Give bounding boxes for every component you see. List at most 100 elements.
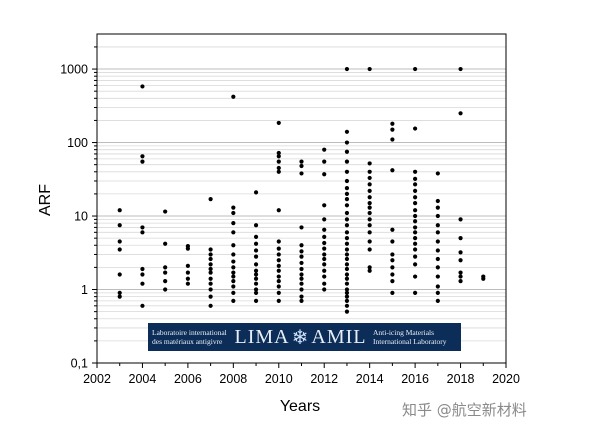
y-tick-label: 1000: [60, 63, 88, 77]
data-point: [231, 284, 236, 289]
data-point: [413, 247, 418, 252]
data-point: [390, 252, 395, 257]
data-point: [208, 287, 213, 292]
data-point: [253, 298, 259, 303]
logo-right-text: Anti-icing Materials International Labor…: [373, 328, 457, 346]
data-point: [413, 200, 418, 206]
data-point: [322, 252, 327, 257]
y-tick-label: 1: [81, 283, 88, 297]
data-point: [140, 272, 145, 277]
data-point: [458, 279, 463, 284]
logo-main-left: LIMA: [234, 325, 290, 348]
data-point: [344, 276, 350, 281]
data-point: [231, 259, 236, 264]
data-point: [322, 234, 327, 239]
data-point: [253, 268, 259, 273]
data-point: [390, 272, 395, 277]
data-point: [344, 230, 350, 235]
data-point: [322, 256, 327, 262]
data-point: [276, 263, 281, 268]
data-point: [253, 234, 259, 239]
data-point: [322, 268, 327, 273]
data-point: [367, 223, 372, 228]
data-point: [344, 149, 350, 154]
data-point: [117, 294, 122, 299]
data-point: [299, 287, 304, 292]
data-point: [344, 129, 350, 134]
data-point: [276, 252, 281, 257]
data-point: [344, 287, 350, 292]
data-point: [344, 191, 350, 197]
x-tick-label: 2012: [310, 372, 338, 386]
data-point: [458, 274, 463, 279]
data-point: [140, 154, 145, 159]
data-point: [413, 188, 418, 193]
data-point: [344, 66, 350, 72]
data-point: [276, 154, 281, 159]
data-point: [253, 290, 259, 295]
data-point: [276, 258, 281, 263]
data-point: [322, 172, 327, 177]
data-point: [322, 240, 327, 246]
data-point: [208, 196, 213, 202]
data-point: [231, 290, 236, 295]
data-point: [117, 208, 122, 213]
data-point: [458, 111, 463, 116]
data-point: [253, 262, 259, 267]
data-point: [344, 210, 350, 216]
data-point: [344, 223, 350, 228]
data-point: [185, 263, 190, 268]
data-point: [390, 121, 395, 126]
data-point: [231, 221, 236, 226]
data-point: [276, 239, 281, 244]
data-point: [231, 94, 236, 99]
data-point: [390, 279, 395, 284]
data-point: [253, 241, 259, 246]
data-point: [253, 287, 259, 292]
data-point: [413, 195, 418, 200]
data-point: [276, 298, 281, 303]
data-point: [117, 290, 122, 295]
data-point: [435, 239, 440, 244]
x-tick-label: 2020: [492, 372, 520, 386]
data-point: [458, 250, 463, 255]
data-point: [344, 178, 350, 184]
data-point: [276, 120, 281, 126]
data-point: [299, 298, 304, 303]
logo-right-line1: Anti-icing Materials: [373, 328, 435, 337]
data-point: [208, 270, 213, 275]
logo-right-line2: International Laboratory: [373, 337, 447, 346]
x-tick-label: 2018: [447, 372, 475, 386]
data-point: [140, 159, 145, 164]
data-point: [299, 225, 304, 230]
tick-labels: 2002 2004 2006 2008 2010 2012 2014 2016 2018 2020…: [60, 63, 520, 386]
data-point: [208, 303, 213, 308]
data-point: [276, 165, 281, 171]
data-point: [481, 274, 486, 279]
logo-left-text: Laboratoire international des matériaux …: [152, 328, 228, 346]
logo-main-right: AMIL: [311, 325, 367, 348]
data-point: [231, 270, 236, 275]
data-point: [117, 272, 122, 277]
data-point: [367, 175, 372, 181]
data-point: [344, 185, 350, 191]
data-point: [435, 256, 440, 262]
data-point: [435, 298, 440, 303]
data-point: [344, 309, 350, 314]
data-point: [322, 274, 327, 279]
data-point: [322, 262, 327, 267]
data-point: [253, 248, 259, 253]
data-point: [367, 161, 372, 166]
data-point: [367, 200, 372, 206]
data-point: [140, 84, 145, 89]
axes: [92, 33, 507, 368]
data-point: [185, 243, 190, 249]
data-point: [185, 270, 190, 275]
data-point: [185, 281, 190, 286]
data-point: [344, 169, 350, 174]
data-point: [253, 190, 259, 195]
data-point: [344, 247, 350, 252]
data-point: [322, 147, 327, 152]
data-point: [344, 159, 350, 164]
data-point: [367, 230, 372, 235]
